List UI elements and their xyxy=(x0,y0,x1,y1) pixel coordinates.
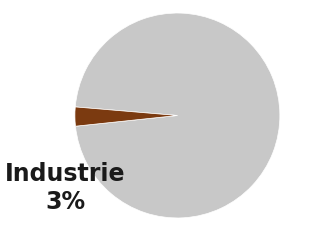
Text: Industrie
3%: Industrie 3% xyxy=(5,162,125,213)
Wedge shape xyxy=(75,13,280,218)
Wedge shape xyxy=(75,107,177,126)
